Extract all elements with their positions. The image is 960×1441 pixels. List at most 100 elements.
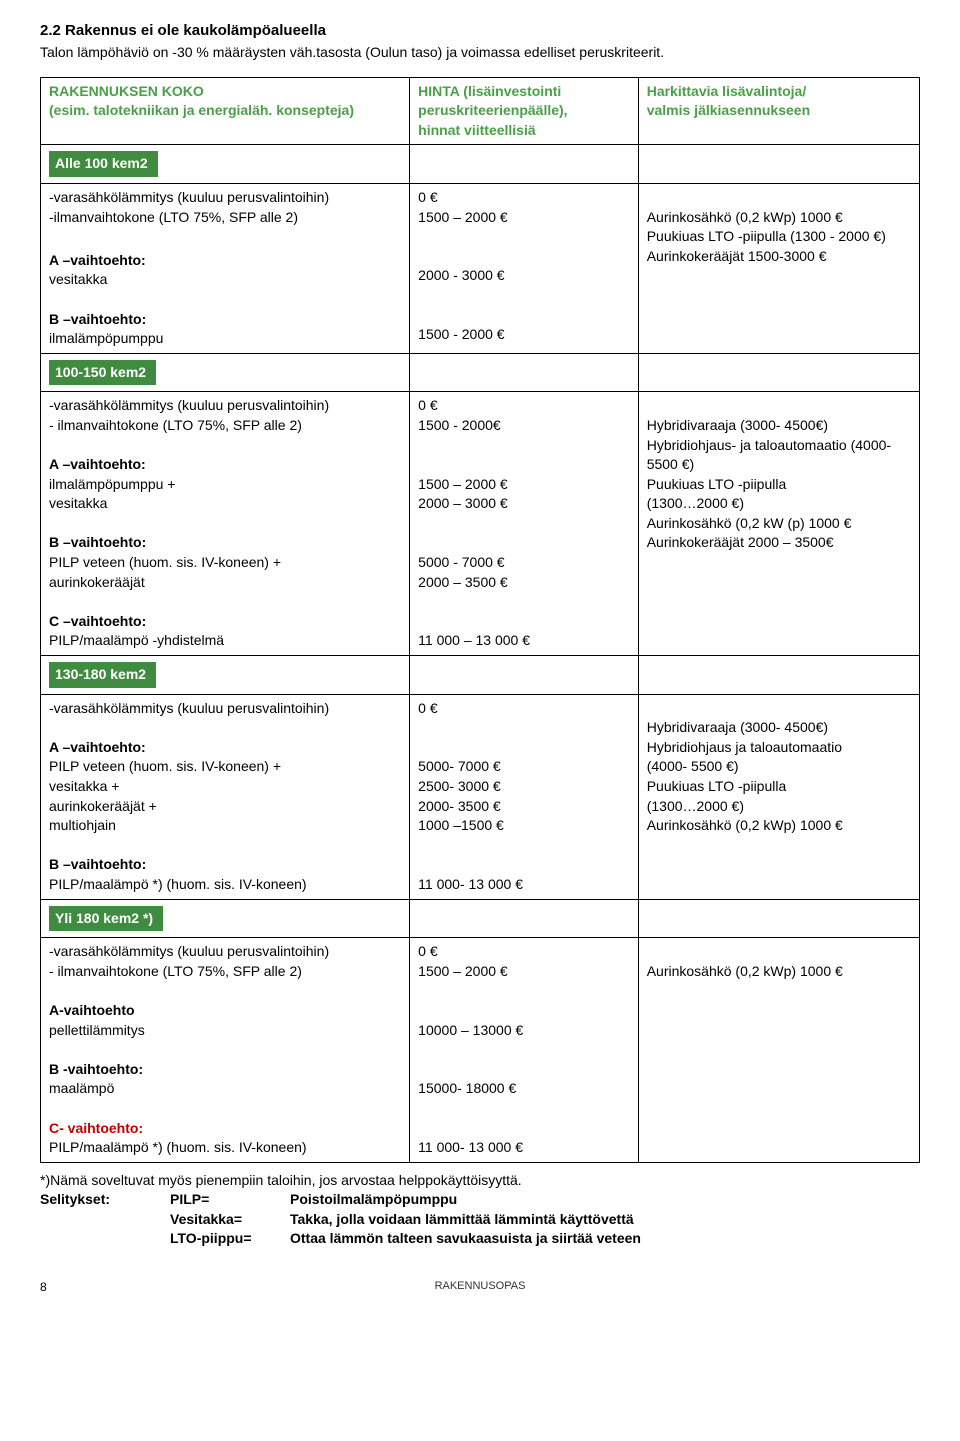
block-b-r2: - ilmanvaihtokone (LTO 75%, SFP alle 2) — [49, 416, 401, 436]
block-c-a-text1: PILP veteen (huom. sis. IV-koneen) + — [49, 757, 401, 777]
block-a-a-label: A –vaihtoehto: — [49, 252, 146, 268]
block-d-p4: 11 000- 13 000 € — [418, 1138, 630, 1158]
block-c-c2: Hybridiohjaus ja taloautomaatio — [647, 738, 911, 758]
block-d-c1: Aurinkosähkö (0,2 kWp) 1000 € — [647, 962, 911, 982]
section-title: 2.2 Rakennus ei ole kaukolämpöalueella — [40, 20, 920, 41]
block-b-c-label: C –vaihtoehto: — [49, 612, 401, 632]
block-c-title-cell: 130-180 kem2 — [41, 656, 410, 695]
block-d-p3: 15000- 18000 € — [418, 1079, 630, 1099]
heating-options-table: RAKENNUKSEN KOKO (esim. talotekniikan ja… — [40, 77, 920, 1163]
block-c-p0: 0 € — [418, 699, 630, 719]
block-c-extras: Hybridivaraaja (3000- 4500€) Hybridiohja… — [638, 694, 919, 899]
block-b-b-text1: PILP veteen (huom. sis. IV-koneen) + — [49, 553, 401, 573]
footnote: *)Nämä soveltuvat myös pienempiin taloih… — [40, 1171, 920, 1191]
empty-cell — [638, 899, 919, 938]
block-d-p2: 10000 – 13000 € — [418, 1021, 630, 1041]
footnote-text: *)Nämä soveltuvat myös pienempiin taloih… — [40, 1172, 522, 1188]
block-b-body: -varasähkölämmitys (kuuluu perusvalintoi… — [41, 392, 410, 656]
block-b-c1: Hybridivaraaja (3000- 4500€) — [647, 416, 911, 436]
block-a-p0: 0 € — [418, 188, 630, 208]
block-d-b-label: B -vaihtoehto: — [49, 1060, 401, 1080]
block-b-c3: Puukiuas LTO -piipulla — [647, 475, 911, 495]
hdr-col3-l2: valmis jälkiasennukseen — [647, 102, 810, 118]
empty-cell — [410, 656, 639, 695]
hdr-col3-l1: Harkittavia lisävalintoja/ — [647, 83, 807, 99]
page-footer: 8 RAKENNUSOPAS — [40, 1279, 920, 1294]
hdr-col2-l3: hinnat viitteellisiä — [418, 122, 535, 138]
block-b-p6: 11 000 – 13 000 € — [418, 631, 630, 651]
block-d-c-text: PILP/maalämpö *) (huom. sis. IV-koneen) — [49, 1138, 401, 1158]
block-a-a-text: vesitakka — [49, 270, 401, 290]
block-c-a-text4: multiohjain — [49, 816, 401, 836]
empty-cell — [410, 145, 639, 184]
block-c-a-label: A –vaihtoehto: — [49, 738, 401, 758]
block-c-p1: 5000- 7000 € — [418, 757, 630, 777]
block-b-a-text1: ilmalämpöpumppu + — [49, 475, 401, 495]
defs-k3: LTO-piippu= — [170, 1229, 290, 1249]
empty-cell — [638, 353, 919, 392]
block-b-p1: 1500 - 2000€ — [418, 416, 630, 436]
block-c-p2: 2500- 3000 € — [418, 777, 630, 797]
defs-label: Selitykset: — [40, 1190, 170, 1210]
block-d-c-label: C- vaihtoehto: — [49, 1120, 143, 1136]
hdr-col2-l2: peruskriteerienpäälle), — [418, 102, 567, 118]
section-subtitle: Talon lämpöhäviö on -30 % määräysten väh… — [40, 43, 920, 63]
block-d-r1: -varasähkölämmitys (kuuluu perusvalintoi… — [49, 942, 401, 962]
block-b-c-text: PILP/maalämpö -yhdistelmä — [49, 631, 401, 651]
defs-spacer — [40, 1229, 170, 1249]
block-b-extras: Hybridivaraaja (3000- 4500€) Hybridiohja… — [638, 392, 919, 656]
block-d-prices: 0 € 1500 – 2000 € 10000 – 13000 € 15000-… — [410, 938, 639, 1163]
block-c-title: 130-180 kem2 — [49, 662, 156, 688]
block-a-prices: 0 € 1500 – 2000 € 2000 - 3000 € 1500 - 2… — [410, 183, 639, 353]
block-b-p2: 1500 – 2000 € — [418, 475, 630, 495]
block-b-p3: 2000 – 3000 € — [418, 494, 630, 514]
block-b-b-text2: aurinkokerääjät — [49, 573, 401, 593]
block-b-c2: Hybridiohjaus- ja taloautomaatio (4000- … — [647, 436, 911, 475]
defs-v2: Takka, jolla voidaan lämmittää lämmintä … — [290, 1210, 634, 1230]
block-b-c4: (1300…2000 €) — [647, 494, 911, 514]
block-a-extras: Aurinkosähkö (0,2 kWp) 1000 € Puukiuas L… — [638, 183, 919, 353]
defs-v1: Poistoilmalämpöpumppu — [290, 1190, 457, 1210]
block-a-p2: 2000 - 3000 € — [418, 266, 630, 286]
block-c-p4: 1000 –1500 € — [418, 816, 630, 836]
block-a-b-text: ilmalämpöpumppu — [49, 329, 401, 349]
definitions: Selitykset: PILP= Poistoilmalämpöpumppu … — [40, 1190, 920, 1249]
block-d-title-cell: Yli 180 kem2 *) — [41, 899, 410, 938]
block-c-a-text2: vesitakka + — [49, 777, 401, 797]
block-d-a-text: pellettilämmitys — [49, 1021, 401, 1041]
block-b-c6: Aurinkokerääjät 2000 – 3500€ — [647, 533, 911, 553]
empty-cell — [410, 899, 639, 938]
block-b-p0: 0 € — [418, 396, 630, 416]
block-b-b-label: B –vaihtoehto: — [49, 533, 401, 553]
block-b-title: 100-150 kem2 — [49, 360, 156, 386]
block-a-r1: -varasähkölämmitys (kuuluu perusvalintoi… — [49, 188, 401, 208]
block-a-p3: 1500 - 2000 € — [418, 325, 630, 345]
block-c-c6: Aurinkosähkö (0,2 kWp) 1000 € — [647, 816, 911, 836]
empty-cell — [638, 656, 919, 695]
block-b-a-label: A –vaihtoehto: — [49, 455, 401, 475]
header-col2: HINTA (lisäinvestointi peruskriteerienpä… — [410, 77, 639, 145]
block-a-b-label: B –vaihtoehto: — [49, 311, 146, 327]
block-c-b-label: B –vaihtoehto: — [49, 855, 401, 875]
header-col1: RAKENNUKSEN KOKO (esim. talotekniikan ja… — [41, 77, 410, 145]
defs-spacer — [40, 1210, 170, 1230]
defs-v3: Ottaa lämmön talteen savukaasuista ja si… — [290, 1229, 641, 1249]
block-d-r2: - ilmanvaihtokone (LTO 75%, SFP alle 2) — [49, 962, 401, 982]
defs-k2: Vesitakka= — [170, 1210, 290, 1230]
block-d-body: -varasähkölämmitys (kuuluu perusvalintoi… — [41, 938, 410, 1163]
block-c-c1: Hybridivaraaja (3000- 4500€) — [647, 718, 911, 738]
block-c-r1: -varasähkölämmitys (kuuluu perusvalintoi… — [49, 699, 401, 719]
block-a-body: -varasähkölämmitys (kuuluu perusvalintoi… — [41, 183, 410, 353]
block-a-p1: 1500 – 2000 € — [418, 208, 630, 228]
block-c-a-text3: aurinkokerääjät + — [49, 797, 401, 817]
block-a-title-cell: Alle 100 kem2 — [41, 145, 410, 184]
block-a-c2: Puukiuas LTO -piipulla (1300 - 2000 €) — [647, 227, 911, 247]
block-a-c1: Aurinkosähkö (0,2 kWp) 1000 € — [647, 208, 911, 228]
block-c-p3: 2000- 3500 € — [418, 797, 630, 817]
block-b-a-text2: vesitakka — [49, 494, 401, 514]
block-a-c3: Aurinkokerääjät 1500-3000 € — [647, 247, 911, 267]
block-c-prices: 0 € 5000- 7000 € 2500- 3000 € 2000- 3500… — [410, 694, 639, 899]
footer-label: RAKENNUSOPAS — [40, 1279, 920, 1294]
block-d-b-text: maalämpö — [49, 1079, 401, 1099]
block-d-p1: 1500 – 2000 € — [418, 962, 630, 982]
